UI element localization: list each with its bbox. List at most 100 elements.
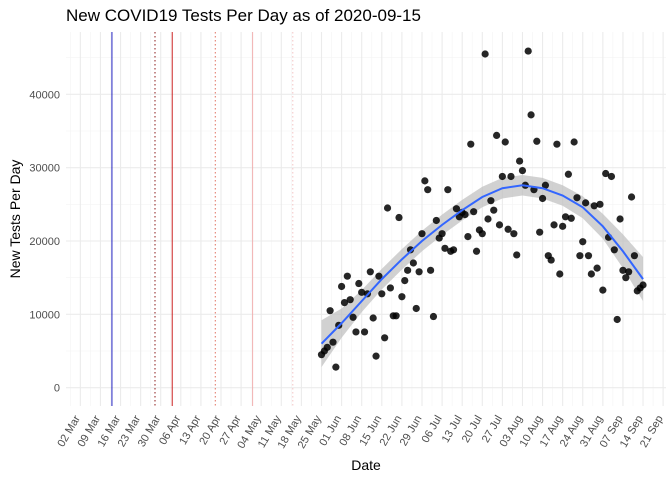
data-point <box>495 221 504 229</box>
data-point <box>404 266 412 274</box>
data-point <box>590 202 598 210</box>
data-point <box>452 205 461 213</box>
data-point <box>490 206 498 214</box>
data-point <box>501 138 509 146</box>
data-point <box>381 334 389 342</box>
data-point <box>587 270 595 278</box>
data-point <box>395 213 403 222</box>
data-point <box>424 186 432 194</box>
y-tick-label: 10000 <box>29 309 60 321</box>
data-point <box>541 181 550 189</box>
smooth-band <box>321 175 644 368</box>
data-point <box>639 281 647 289</box>
data-point <box>610 246 618 254</box>
data-point <box>510 230 518 238</box>
y-tick-label: 20000 <box>29 236 60 248</box>
data-point <box>493 131 501 139</box>
data-point <box>553 140 561 148</box>
data-point <box>561 213 570 221</box>
data-point <box>352 328 360 336</box>
data-point <box>438 230 446 238</box>
data-point <box>372 352 380 360</box>
data-point <box>584 252 593 260</box>
y-axis-title: New Tests Per Day <box>7 160 23 279</box>
data-point <box>487 197 495 205</box>
data-point <box>524 47 532 55</box>
data-point <box>504 225 512 233</box>
data-point <box>559 222 567 230</box>
data-point <box>513 251 521 259</box>
data-point <box>472 247 481 255</box>
data-point <box>360 328 369 336</box>
data-point <box>570 138 578 146</box>
data-point <box>467 140 475 148</box>
data-point <box>346 296 354 304</box>
event-lines <box>111 32 294 406</box>
data-point <box>323 343 331 351</box>
data-point <box>355 279 363 288</box>
data-point <box>518 167 527 175</box>
data-point <box>412 304 420 313</box>
data-point <box>556 270 564 278</box>
grid-major <box>66 32 666 406</box>
data-point <box>392 312 400 320</box>
data-point <box>527 111 535 119</box>
data-point <box>599 286 607 294</box>
data-point <box>547 256 555 264</box>
data-point <box>444 186 452 194</box>
data-point <box>564 170 572 178</box>
data-point <box>432 216 440 225</box>
data-point <box>429 312 438 321</box>
data-point <box>398 293 406 301</box>
data-point <box>478 230 486 238</box>
data-point <box>613 315 621 324</box>
data-point <box>538 194 547 203</box>
data-point <box>593 264 601 272</box>
data-point <box>332 363 340 371</box>
data-point <box>602 169 610 178</box>
data-point <box>567 214 575 222</box>
data-point <box>449 246 458 254</box>
data-point <box>383 204 392 212</box>
data-point <box>464 233 472 241</box>
data-point <box>533 137 541 145</box>
data-point <box>329 338 337 346</box>
data-point <box>401 277 409 285</box>
data-point <box>484 215 492 223</box>
y-axis-ticks: 0 10000 20000 30000 40000 <box>29 89 60 394</box>
data-point <box>481 50 489 58</box>
data-point <box>338 282 346 291</box>
data-point <box>579 238 587 246</box>
data-point <box>507 172 515 181</box>
y-tick-label: 40000 <box>29 89 60 101</box>
data-point <box>426 266 435 274</box>
data-point <box>616 215 624 223</box>
data-point <box>470 208 478 216</box>
data-point <box>461 211 469 219</box>
data-point <box>582 199 590 207</box>
data-point <box>409 259 417 267</box>
data-point <box>619 266 627 274</box>
x-axis-title: Date <box>351 457 381 473</box>
data-point <box>498 172 506 181</box>
data-point <box>607 172 616 181</box>
data-point <box>573 194 581 202</box>
data-point <box>366 268 374 276</box>
data-point <box>378 290 386 298</box>
data-point <box>340 299 349 307</box>
grid-minor <box>66 32 666 406</box>
data-point <box>625 268 633 276</box>
data-point <box>343 272 351 280</box>
data-points <box>317 47 647 371</box>
data-point <box>349 313 357 321</box>
data-point <box>596 200 604 208</box>
data-point <box>630 252 639 260</box>
data-point <box>386 284 394 292</box>
data-point <box>515 157 524 165</box>
data-point <box>536 228 544 236</box>
data-point <box>326 307 334 315</box>
data-point <box>576 252 584 260</box>
data-point <box>369 314 377 322</box>
data-point <box>622 274 630 282</box>
